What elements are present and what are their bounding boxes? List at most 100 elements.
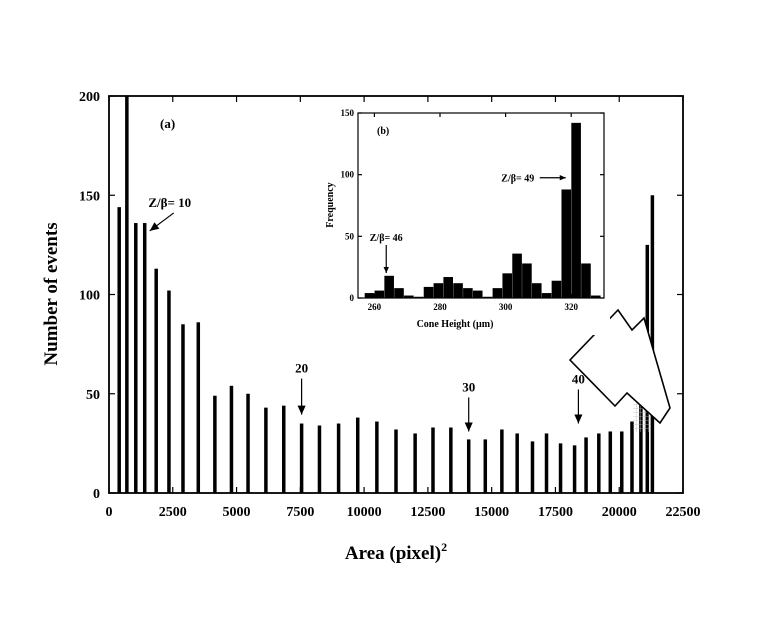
main-y-tick-label: 0 <box>93 487 100 502</box>
main-bar <box>154 268 158 493</box>
inset-annotation-label: Z/β= 49 <box>501 174 534 185</box>
main-bar <box>282 405 286 493</box>
main-bar <box>196 322 201 493</box>
inset-x-tick-label: 280 <box>433 302 447 312</box>
y-axis-label: Number of events <box>41 222 62 365</box>
main-bar <box>167 290 171 493</box>
inset-x-tick-label: 300 <box>499 302 513 312</box>
main-x-tick-label: 10000 <box>347 505 382 520</box>
main-annotation-arrow <box>297 378 306 415</box>
inset-bar <box>531 283 542 298</box>
main-x-tick-label: 20000 <box>602 505 637 520</box>
inset-bar <box>394 288 404 298</box>
main-annotation-label: 30 <box>462 379 475 394</box>
inset-bar <box>492 288 503 298</box>
main-bar <box>431 427 435 493</box>
inset-x-tick-label: 260 <box>368 302 382 312</box>
inset-bar <box>404 295 414 298</box>
inset-bar <box>522 263 532 298</box>
inset-bar <box>581 263 591 298</box>
main-bar <box>246 393 250 493</box>
main-bar <box>483 439 488 493</box>
inset-bar <box>551 280 562 298</box>
inset-bar <box>472 290 483 298</box>
x-axis-label-superscript: 2 <box>441 540 447 554</box>
main-annotation-arrow <box>574 389 583 424</box>
main-bar <box>572 445 577 493</box>
main-annotations: Z/β= 10 20 30 40 <box>148 195 585 432</box>
main-bar <box>558 443 563 493</box>
main-bar <box>125 96 129 493</box>
main-y-tick-label: 50 <box>86 388 100 403</box>
main-bar <box>181 324 185 493</box>
main-bar <box>394 429 398 493</box>
main-bar <box>375 421 379 493</box>
inset-x-ticks: 260 280 300 320 <box>368 113 578 312</box>
x-axis-label-text: Area (pixel) <box>345 543 441 564</box>
inset-bar <box>482 296 493 298</box>
inset-bar <box>364 293 375 298</box>
inset-y-ticks: 0 50 100 150 <box>341 108 604 303</box>
main-bar <box>413 433 417 493</box>
inset-annotation-arrow <box>383 245 389 273</box>
main-x-tick-label: 17500 <box>538 505 573 520</box>
main-bar <box>530 441 535 493</box>
main-bar <box>630 421 634 493</box>
inset-y-tick-label: 100 <box>341 170 355 180</box>
inset-bar <box>571 122 581 298</box>
main-annotation-arrow <box>149 212 175 232</box>
main-bar <box>142 223 147 494</box>
panel-label-b: (b) <box>377 126 389 137</box>
main-bar <box>620 431 624 493</box>
main-x-tick-label: 7500 <box>286 505 314 520</box>
main-annotation-label: 20 <box>295 361 308 376</box>
main-x-tick-label: 15000 <box>474 505 509 520</box>
inset-y-tick-label: 0 <box>350 293 355 303</box>
inset-bar <box>591 295 601 298</box>
inset-bar <box>423 286 434 298</box>
inset-y-axis-label: Frequency <box>325 182 336 227</box>
inset-y-tick-label: 50 <box>345 231 355 241</box>
main-bar <box>117 207 121 493</box>
main-bar <box>449 427 453 493</box>
inset-bar <box>374 290 385 298</box>
inset-y-tick-label: 150 <box>341 108 355 118</box>
main-bar <box>584 437 588 493</box>
main-bar <box>500 429 504 493</box>
main-x-tick-label: 2500 <box>159 505 187 520</box>
main-bar <box>229 385 234 493</box>
main-annotation-label: 40 <box>572 372 585 387</box>
main-annotation-label: Z/β= 10 <box>148 195 191 210</box>
inset-bar <box>443 277 453 298</box>
x-axis-label: Area (pixel)2 <box>345 540 447 564</box>
main-y-tick-label: 200 <box>79 90 100 105</box>
main-bar <box>515 433 519 493</box>
main-bar <box>466 439 471 493</box>
inset-chart: 260 280 300 320 0 50 100 150 (b) Cone Height (… <box>325 108 610 335</box>
inset-bar <box>541 293 552 298</box>
inset-annotations: Z/β= 46 Z/β= 49 <box>370 174 566 273</box>
main-bar <box>544 433 549 493</box>
main-bar <box>317 425 322 493</box>
main-bar <box>355 417 360 493</box>
inset-bar <box>512 253 522 298</box>
main-bar <box>336 423 341 493</box>
inset-bar <box>463 288 473 298</box>
inset-annotation-label: Z/β= 46 <box>370 233 403 244</box>
panel-label-a: (a) <box>160 116 175 131</box>
inset-bar <box>502 273 513 298</box>
inset-x-axis-label: Cone Height (µm) <box>417 319 494 330</box>
inset-x-tick-label: 320 <box>564 302 578 312</box>
main-x-ticks: 0 2500 5000 7500 10000 12500 15000 17500 20000 22… <box>106 96 701 520</box>
inset-bar <box>384 275 394 298</box>
main-bar <box>264 407 268 493</box>
main-bar <box>597 433 601 493</box>
main-bar <box>299 423 304 493</box>
inset-bar <box>413 296 424 298</box>
inset-pointer-arrow <box>568 308 671 425</box>
inset-bar <box>561 189 572 298</box>
main-bar <box>608 431 613 493</box>
main-x-tick-label: 22500 <box>666 505 701 520</box>
